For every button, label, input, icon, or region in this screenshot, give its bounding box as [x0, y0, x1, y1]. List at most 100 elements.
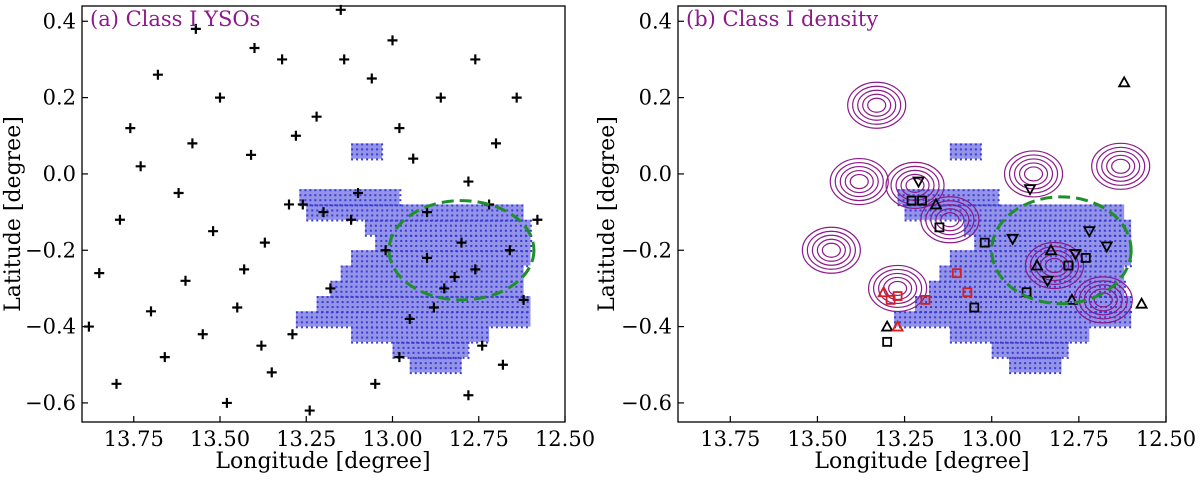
a-cloud-pixel — [421, 326, 424, 329]
a-cloud-pixel — [359, 199, 362, 202]
b-cloud-pixel — [999, 270, 1002, 273]
b-cloud-pixel — [972, 189, 975, 192]
a-cloud-pixel — [440, 290, 443, 293]
b-cloud-pixel — [979, 143, 982, 146]
a-cloud-pixel — [506, 204, 509, 207]
b-cloud-pixel — [1013, 229, 1016, 232]
a-cloud-pixel — [486, 214, 489, 217]
b-cloud-pixel — [940, 296, 943, 299]
a-cloud-pixel — [481, 255, 484, 258]
b-cloud-pixel — [929, 209, 932, 212]
b-cloud-pixel — [939, 275, 942, 278]
b-cloud-pixel — [1084, 209, 1087, 212]
b-cloud-pixel — [960, 306, 963, 309]
a-cloud-pixel — [420, 234, 423, 237]
b-cloud-pixel — [1029, 331, 1032, 334]
b-cloud-pixel — [1048, 290, 1051, 293]
b-cloud-pixel — [927, 189, 930, 192]
a-cloud-pixel — [406, 255, 409, 258]
b-cloud-pixel — [907, 199, 910, 202]
a-cloud-pixel — [449, 357, 452, 360]
a-cloud-pixel — [486, 260, 489, 263]
b-cloud-pixel — [1099, 326, 1102, 329]
a-cloud-pixel — [436, 260, 439, 263]
b-cloud-pixel — [1059, 336, 1062, 339]
b-cloud-pixel — [964, 316, 967, 319]
a-cloud-pixel — [406, 250, 409, 253]
b-cloud-pixel — [1099, 234, 1102, 237]
a-cloud-pixel — [515, 234, 518, 237]
b-cloud-pixel — [945, 296, 948, 299]
b-cloud-pixel — [1008, 229, 1011, 232]
a-cloud-pixel — [381, 158, 384, 161]
b-cloud-pixel — [954, 270, 957, 273]
b-cloud-pixel — [919, 321, 922, 324]
b-cloud-row — [949, 143, 982, 159]
a-cloud-pixel — [406, 214, 409, 217]
b-cloud-pixel — [1119, 204, 1122, 207]
b-cloud-pixel — [1123, 219, 1126, 222]
a-cloud-pixel — [425, 265, 428, 268]
a-cloud-pixel — [441, 336, 444, 339]
b-cloud-pixel — [969, 214, 972, 217]
a-cloud-pixel — [434, 219, 437, 222]
a-cloud-pixel — [434, 362, 437, 365]
b-cloud-pixel — [949, 153, 952, 156]
b-cloud-pixel — [1020, 306, 1023, 309]
a-cloud-pixel — [430, 285, 433, 288]
a-cloud-pixel — [496, 204, 499, 207]
a-cloud-pixel — [435, 290, 438, 293]
a-cloud-pixel — [315, 326, 318, 329]
a-cloud-pixel — [409, 372, 412, 375]
b-cloud-pixel — [1035, 306, 1038, 309]
a-cloud-pixel — [355, 280, 358, 283]
a-cloud-pixel — [430, 265, 433, 268]
b-cloud-pixel — [983, 219, 986, 222]
b-cloud-pixel — [1060, 306, 1063, 309]
a-yso-marker — [187, 138, 198, 149]
b-cloud-pixel — [1118, 219, 1121, 222]
a-cloud-pixel — [495, 321, 498, 324]
a-cloud-pixel — [371, 143, 374, 146]
a-cloud-pixel — [316, 296, 319, 299]
b-cloud-pixel — [1109, 275, 1112, 278]
b-cloud-pixel — [1058, 285, 1061, 288]
a-cloud-pixel — [311, 204, 314, 207]
b-cloud-pixel — [1009, 260, 1012, 263]
a-cloud-pixel — [402, 351, 405, 354]
a-cloud-pixel — [442, 351, 445, 354]
b-cloud-pixel — [1114, 311, 1117, 314]
b-density-contour — [1091, 142, 1151, 190]
a-cloud-pixel — [459, 367, 462, 370]
b-cloud-pixel — [1099, 250, 1102, 253]
b-cloud-pixel — [1036, 346, 1039, 349]
a-cloud-pixel — [471, 306, 474, 309]
a-cloud-pixel — [506, 260, 509, 263]
a-cloud-pixel — [410, 321, 413, 324]
b-cloud-pixel — [1114, 204, 1117, 207]
b-cloud-pixel — [1039, 204, 1042, 207]
b-cloud-pixel — [964, 336, 967, 339]
b-cloud-pixel — [1009, 209, 1012, 212]
b-cloud-pixel — [932, 194, 935, 197]
a-yso-marker — [463, 390, 474, 401]
b-cloud-pixel — [1024, 331, 1027, 334]
a-cloud-pixel — [414, 372, 417, 375]
a-cloud-pixel — [510, 265, 513, 268]
a-cloud-pixel — [351, 153, 354, 156]
a-yso-marker — [428, 302, 439, 313]
a-cloud-pixel — [356, 255, 359, 258]
b-cloud-pixel — [1010, 306, 1013, 309]
b-cloud-pixel — [1114, 234, 1117, 237]
a-cloud-pixel — [406, 336, 409, 339]
b-cloud-pixel — [979, 158, 982, 161]
a-cloud-pixel — [479, 229, 482, 232]
b-cloud-pixel — [1039, 275, 1042, 278]
b-cloud-pixel — [1064, 331, 1067, 334]
b-cloud-pixel — [1048, 229, 1051, 232]
b-cloud-pixel — [1008, 290, 1011, 293]
b-cloud-pixel — [1124, 250, 1127, 253]
a-cloud-pixel — [330, 321, 333, 324]
b-cloud-pixel — [994, 321, 997, 324]
b-cloud-pixel — [1128, 224, 1131, 227]
